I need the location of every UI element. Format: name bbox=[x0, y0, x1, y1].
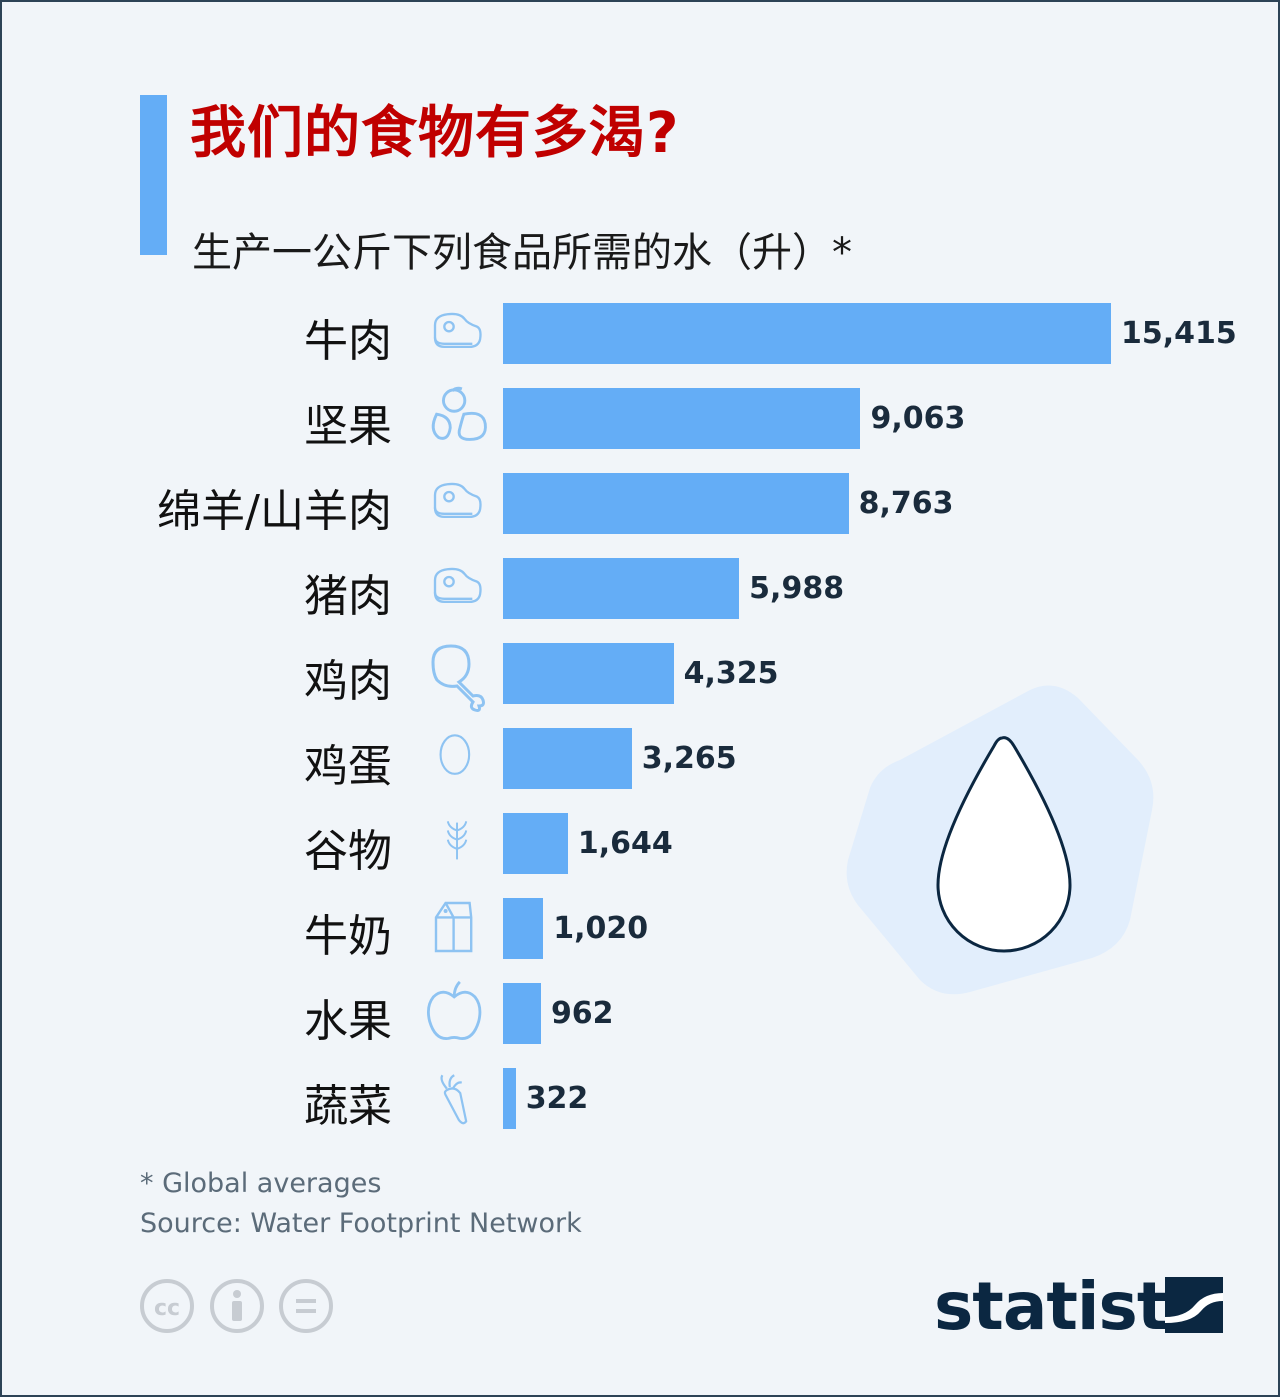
attribution-icon bbox=[210, 1279, 264, 1333]
bar-7 bbox=[503, 898, 544, 959]
water-drop-illustration bbox=[846, 685, 1154, 995]
milk-carton-icon bbox=[434, 901, 473, 953]
category-label: 绵羊/山羊肉 bbox=[157, 486, 392, 537]
statista-logo-icon bbox=[1165, 1277, 1223, 1333]
category-label: 牛奶 bbox=[304, 911, 392, 962]
footnote: * Global averages bbox=[140, 1168, 382, 1199]
license-icons: cc bbox=[140, 1279, 333, 1333]
bar-6 bbox=[503, 813, 568, 874]
value-label: 962 bbox=[550, 996, 614, 1031]
source-note: Source: Water Footprint Network bbox=[140, 1208, 582, 1239]
title-accent-bar bbox=[140, 95, 167, 255]
bar-3 bbox=[503, 558, 740, 619]
category-label: 水果 bbox=[304, 996, 392, 1047]
value-label: 5,988 bbox=[749, 571, 845, 606]
carrot-icon bbox=[440, 1074, 468, 1125]
steak-icon bbox=[433, 482, 482, 519]
apple-icon bbox=[427, 980, 482, 1040]
bar-5 bbox=[503, 728, 632, 789]
chart-subtitle: 生产一公斤下列食品所需的水（升）* bbox=[192, 230, 852, 276]
steak-icon bbox=[433, 312, 482, 349]
no-derivatives-icon bbox=[279, 1279, 333, 1333]
bar-9 bbox=[503, 1068, 516, 1129]
value-label: 8,763 bbox=[858, 486, 954, 521]
bar-1 bbox=[503, 388, 861, 449]
value-label: 322 bbox=[525, 1081, 589, 1116]
bar-0 bbox=[503, 303, 1111, 364]
egg-icon bbox=[439, 734, 471, 775]
wheat-icon bbox=[446, 821, 468, 860]
value-label: 1,644 bbox=[577, 826, 673, 861]
drumstick-icon bbox=[431, 644, 485, 712]
value-label: 9,063 bbox=[870, 401, 966, 436]
bar-8 bbox=[503, 983, 541, 1044]
value-label: 3,265 bbox=[641, 741, 737, 776]
category-label: 猪肉 bbox=[304, 571, 392, 622]
cc-license-icon bbox=[140, 1279, 194, 1333]
water-drop-icon bbox=[936, 736, 1072, 953]
category-label: 蔬菜 bbox=[304, 1081, 392, 1132]
bar-4 bbox=[503, 643, 674, 704]
category-label: 鸡蛋 bbox=[304, 741, 392, 792]
category-label: 坚果 bbox=[304, 401, 392, 452]
nuts-icon bbox=[431, 386, 487, 441]
value-label: 4,325 bbox=[683, 656, 779, 691]
chart-title: 我们的食物有多渴? bbox=[190, 101, 680, 166]
steak-icon bbox=[433, 567, 482, 604]
value-label: 15,415 bbox=[1121, 316, 1237, 351]
category-label: 鸡肉 bbox=[304, 656, 392, 707]
value-label: 1,020 bbox=[553, 911, 649, 946]
bar-2 bbox=[503, 473, 849, 534]
category-label: 谷物 bbox=[304, 826, 392, 877]
svg-text:cc: cc bbox=[154, 1296, 180, 1321]
category-label: 牛肉 bbox=[304, 316, 392, 367]
